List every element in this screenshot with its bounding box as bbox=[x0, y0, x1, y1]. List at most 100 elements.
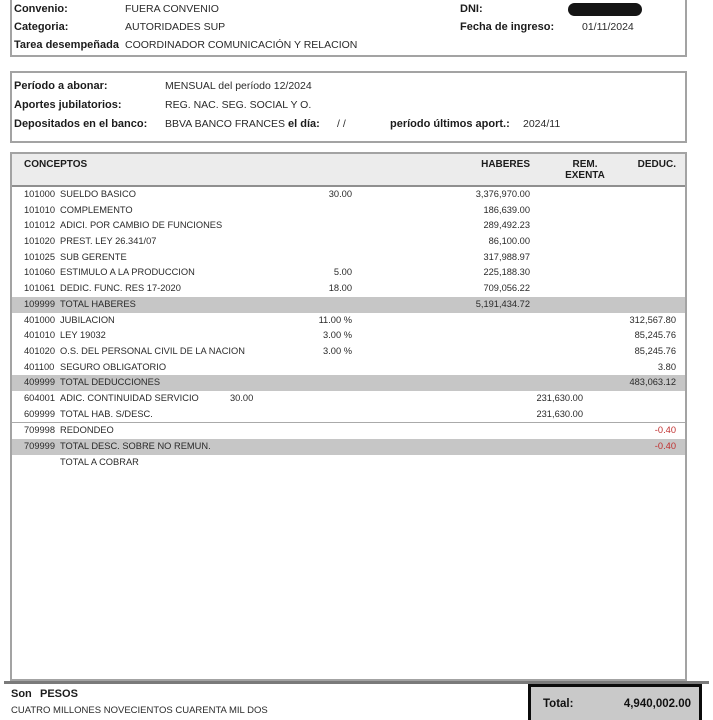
table-row: 101025 SUB GERENTE 317,988.97 bbox=[12, 250, 685, 266]
concept-label: ESTIMULO A LA PRODUCCION bbox=[60, 267, 195, 278]
concept-label: TOTAL HABERES bbox=[60, 298, 136, 309]
tarea-value: COORDINADOR COMUNICACIÓN Y RELACION bbox=[125, 39, 358, 51]
quantity: 3.00 % bbox=[323, 345, 352, 356]
deduc-amount: 85,245.76 bbox=[634, 345, 676, 356]
deduc-amount: -0.40 bbox=[654, 425, 676, 436]
haberes-amount: 5,191,434.72 bbox=[475, 298, 530, 309]
haberes-amount: 3,376,970.00 bbox=[475, 189, 530, 199]
convenio-value: FUERA CONVENIO bbox=[125, 3, 219, 15]
table-row: 101000 SUELDO BASICO 30.00 3,376,970.00 bbox=[12, 187, 685, 203]
concept-label: REDONDEO bbox=[60, 425, 114, 436]
quantity-inline: 30.00 bbox=[230, 392, 254, 403]
table-row: 401000 JUBILACION 11.00 % 312,567.80 bbox=[12, 313, 685, 329]
concept-code: 709998 bbox=[24, 425, 56, 436]
dni-redaction bbox=[568, 3, 642, 16]
total-value: 4,940,002.00 bbox=[623, 698, 691, 710]
concept-label: DEDIC. FUNC. RES 17-2020 bbox=[60, 283, 181, 294]
aportes-label: Aportes jubilatorios: bbox=[14, 99, 122, 111]
concept-label: TOTAL DEDUCCIONES bbox=[60, 377, 161, 388]
table-row: 609999 TOTAL HAB. S/DESC. 231,630.00 bbox=[12, 407, 685, 423]
deduc-amount: 312,567.80 bbox=[629, 314, 676, 325]
concept-label: ADICI. POR CAMBIO DE FUNCIONES bbox=[60, 220, 223, 231]
concept-label: TOTAL HAB. S/DESC. bbox=[60, 408, 153, 419]
deduc-amount: -0.40 bbox=[654, 441, 676, 451]
concept-label: O.S. DEL PERSONAL CIVIL DE LA NACION bbox=[60, 345, 245, 356]
haberes-amount: 186,639.00 bbox=[483, 204, 530, 215]
convenio-label: Convenio: bbox=[14, 3, 68, 15]
concept-label: TOTAL A COBRAR bbox=[60, 456, 139, 467]
concepts-table: CONCEPTOS HABERES REM. EXENTA DEDUC. 101… bbox=[10, 152, 687, 681]
table-row: 101010 COMPLEMENTO 186,639.00 bbox=[12, 203, 685, 219]
haberes-amount: 317,988.97 bbox=[483, 251, 530, 262]
concept-code: 101060 bbox=[24, 267, 56, 278]
concept-label: ADIC. CONTINUIDAD SERVICIO bbox=[60, 392, 199, 403]
deduc-amount: 483,063.12 bbox=[629, 377, 676, 388]
el-dia-value: / / bbox=[337, 118, 346, 130]
quantity: 18.00 bbox=[328, 283, 352, 294]
period-info-box bbox=[10, 71, 687, 143]
concept-code: 101025 bbox=[24, 251, 56, 262]
quantity: 3.00 % bbox=[323, 330, 352, 341]
quantity: 11.00 % bbox=[318, 314, 352, 325]
table-row: 101061 DEDIC. FUNC. RES 17-2020 18.00 709,0… bbox=[12, 281, 685, 297]
table-row: 401020 O.S. DEL PERSONAL CIVIL DE LA NACI… bbox=[12, 344, 685, 360]
concept-label: PREST. LEY 26.341/07 bbox=[60, 236, 157, 247]
table-rows: 101000 SUELDO BASICO 30.00 3,376,970.00 1010… bbox=[12, 187, 685, 470]
categoria-value: AUTORIDADES SUP bbox=[125, 21, 226, 33]
ultimos-aport-value: 2024/11 bbox=[523, 118, 561, 130]
table-row: 409999 TOTAL DEDUCCIONES 483,063.12 bbox=[12, 375, 685, 391]
concept-code: 101012 bbox=[24, 220, 56, 231]
fecha-ingreso-label: Fecha de ingreso: bbox=[460, 21, 555, 33]
col-header-deduc: DEDUC. bbox=[637, 159, 676, 170]
concept-code: 101061 bbox=[24, 283, 56, 294]
table-header-band: CONCEPTOS HABERES REM. EXENTA DEDUC. bbox=[12, 154, 685, 187]
table-row: 101060 ESTIMULO A LA PRODUCCION 5.00 225,18… bbox=[12, 265, 685, 281]
concept-code: 401000 bbox=[24, 314, 56, 325]
table-row: 401100 SEGURO OBLIGATORIO 3.80 bbox=[12, 360, 685, 376]
haberes-amount: 225,188.30 bbox=[483, 267, 530, 278]
periodo-label: Período a abonar: bbox=[14, 80, 108, 92]
haberes-amount: 289,492.23 bbox=[483, 220, 530, 231]
concept-label: LEY 19032 bbox=[60, 330, 106, 341]
concept-code: 709999 bbox=[24, 441, 56, 451]
quantity: 5.00 bbox=[333, 267, 352, 278]
concept-label: SEGURO OBLIGATORIO bbox=[60, 361, 167, 372]
haberes-amount: 709,056.22 bbox=[483, 283, 530, 294]
banco-value: BBVA BANCO FRANCES bbox=[165, 118, 286, 130]
concept-code: 109999 bbox=[24, 298, 56, 309]
table-row: 109999 TOTAL HABERES 5,191,434.72 bbox=[12, 296, 685, 313]
table-row: TOTAL A COBRAR bbox=[12, 455, 685, 471]
concept-label: JUBILACION bbox=[60, 314, 115, 325]
quantity: 30.00 bbox=[328, 189, 352, 199]
concept-label: TOTAL DESC. SOBRE NO REMUN. bbox=[60, 441, 211, 451]
col-header-haberes: HABERES bbox=[481, 159, 530, 170]
ultimos-aport-label: período últimos aport.: bbox=[390, 118, 510, 130]
categoria-label: Categoria: bbox=[14, 21, 69, 33]
table-row: 401010 LEY 19032 3.00 % 85,245.76 bbox=[12, 328, 685, 344]
concept-code: 101010 bbox=[24, 204, 56, 215]
son-label: Son bbox=[11, 688, 32, 700]
rem-exenta-amount: 231,630.00 bbox=[536, 408, 583, 419]
concept-label: SUB GERENTE bbox=[60, 251, 127, 262]
total-label: Total: bbox=[543, 698, 574, 710]
concept-label: COMPLEMENTO bbox=[60, 204, 133, 215]
deduc-amount: 85,245.76 bbox=[634, 330, 676, 341]
total-box: Total: 4,940,002.00 bbox=[528, 684, 702, 720]
aportes-value: REG. NAC. SEG. SOCIAL Y O. bbox=[165, 99, 312, 111]
deduc-amount: 3.80 bbox=[657, 361, 676, 372]
el-dia-label: el día: bbox=[288, 118, 320, 130]
col-header-rem-exenta-line1: REM. bbox=[572, 159, 598, 170]
haberes-amount: 86,100.00 bbox=[488, 236, 530, 247]
table-row: 709999 TOTAL DESC. SOBRE NO REMUN. -0.40 bbox=[12, 439, 685, 455]
rem-exenta-amount: 231,630.00 bbox=[536, 392, 583, 403]
concept-code: 401010 bbox=[24, 330, 56, 341]
concept-code: 101000 bbox=[24, 189, 56, 199]
table-row: 604001 ADIC. CONTINUIDAD SERVICIO 30.00 231… bbox=[12, 391, 685, 407]
dni-label: DNI: bbox=[460, 3, 483, 15]
concept-code: 604001 bbox=[24, 392, 56, 403]
col-header-rem-exenta-line2: EXENTA bbox=[565, 170, 605, 181]
fecha-ingreso-value: 01/11/2024 bbox=[582, 21, 634, 33]
table-row: 101012 ADICI. POR CAMBIO DE FUNCIONES 289,… bbox=[12, 218, 685, 234]
concept-label: SUELDO BASICO bbox=[60, 189, 136, 199]
